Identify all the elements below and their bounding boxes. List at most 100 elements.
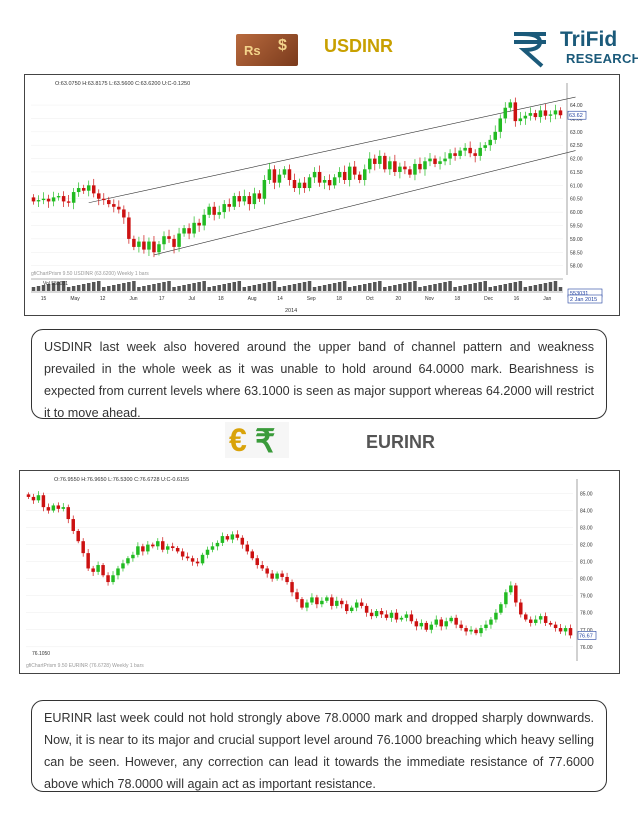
x-tick-label: 16 (514, 296, 520, 302)
x-tick-label: Jun (129, 296, 137, 302)
volume-bar (488, 287, 492, 291)
candle (46, 194, 51, 208)
volume-bar (528, 286, 533, 291)
candle (86, 549, 90, 571)
candle (453, 147, 457, 161)
candle (31, 493, 36, 504)
candle (548, 110, 553, 123)
volume-bar (538, 284, 543, 291)
candle (177, 227, 181, 252)
candle (66, 194, 71, 207)
candle (388, 156, 392, 175)
volume-bar (277, 287, 282, 291)
candle (51, 503, 56, 513)
candle (245, 541, 250, 555)
x-tick-label: Nov (425, 296, 434, 302)
volume-bar (362, 284, 367, 291)
volume-bar (132, 281, 136, 291)
candle (265, 565, 269, 578)
volume-bar (418, 287, 422, 291)
y-tick-label: 77.00 (580, 628, 593, 634)
candle (116, 565, 120, 580)
candle (349, 605, 354, 614)
candle (444, 617, 448, 630)
candle (330, 594, 334, 610)
volume-bar (147, 285, 151, 291)
volume-bar (192, 283, 196, 291)
candle (413, 159, 417, 181)
candle (322, 175, 327, 190)
candle (141, 543, 145, 556)
candle (463, 143, 467, 157)
candle (247, 192, 252, 211)
volume-bar (327, 284, 332, 291)
candle (404, 611, 409, 622)
volume-bar (262, 283, 267, 291)
candle (200, 552, 205, 566)
candle (237, 191, 242, 208)
candle (368, 152, 372, 174)
candle (528, 107, 533, 121)
volume-bar (443, 282, 447, 291)
candle (230, 531, 235, 544)
candle (217, 205, 221, 219)
candle (71, 515, 75, 535)
usdinr-volume-value: 553031 (570, 291, 588, 297)
candle (347, 162, 352, 187)
candle (514, 582, 518, 607)
volume-bar (483, 281, 487, 291)
candle (493, 125, 498, 144)
candle (91, 565, 95, 576)
candle (364, 603, 369, 617)
candle (280, 570, 284, 581)
volume-bar (167, 281, 171, 291)
candle (31, 194, 36, 205)
candle (523, 111, 528, 125)
candle (111, 571, 115, 585)
candle (126, 556, 130, 566)
candle (96, 189, 101, 206)
candle (146, 541, 150, 555)
volume-bar (498, 285, 503, 291)
y-tick-label: 62.00 (570, 157, 583, 163)
volume-bar (267, 282, 272, 291)
volume-bar (493, 286, 498, 291)
volume-bar (317, 286, 322, 291)
usdinr-watermark: gfiChartPrism 9.50 USDINR (63.6200) Week… (31, 271, 149, 277)
volume-bar (453, 287, 457, 291)
volume-bar (378, 281, 382, 291)
candle (172, 234, 176, 254)
candle (449, 615, 453, 624)
x-tick-label: 18 (336, 296, 342, 302)
candle (317, 165, 322, 187)
volume-bar (292, 284, 297, 291)
candle (473, 149, 477, 163)
volume-bar (242, 287, 247, 291)
volume-bar (473, 283, 477, 291)
x-tick-label: 17 (159, 296, 165, 302)
candle (61, 191, 66, 208)
volume-bar (463, 285, 467, 291)
candle (282, 166, 287, 178)
volume-bar (368, 283, 372, 291)
volume-bar (177, 286, 181, 291)
volume-bar (337, 282, 342, 291)
candle (207, 203, 211, 219)
volume-bar (373, 282, 377, 291)
y-tick-label: 83.00 (580, 526, 593, 532)
candle (252, 187, 257, 209)
candle (156, 538, 160, 550)
volume-bar (56, 282, 61, 291)
x-tick-label: Sep (307, 296, 316, 302)
x-tick-label: 18 (455, 296, 461, 302)
y-tick-label: 59.50 (570, 224, 583, 230)
volume-bar (393, 285, 397, 291)
volume-bar (508, 283, 513, 291)
candle (337, 167, 342, 183)
y-tick-label: 78.00 (580, 611, 593, 617)
candle (528, 616, 533, 627)
candle (464, 625, 468, 636)
volume-bar (46, 284, 51, 291)
volume-bar (357, 285, 362, 291)
x-tick-label: Oct (366, 296, 374, 302)
